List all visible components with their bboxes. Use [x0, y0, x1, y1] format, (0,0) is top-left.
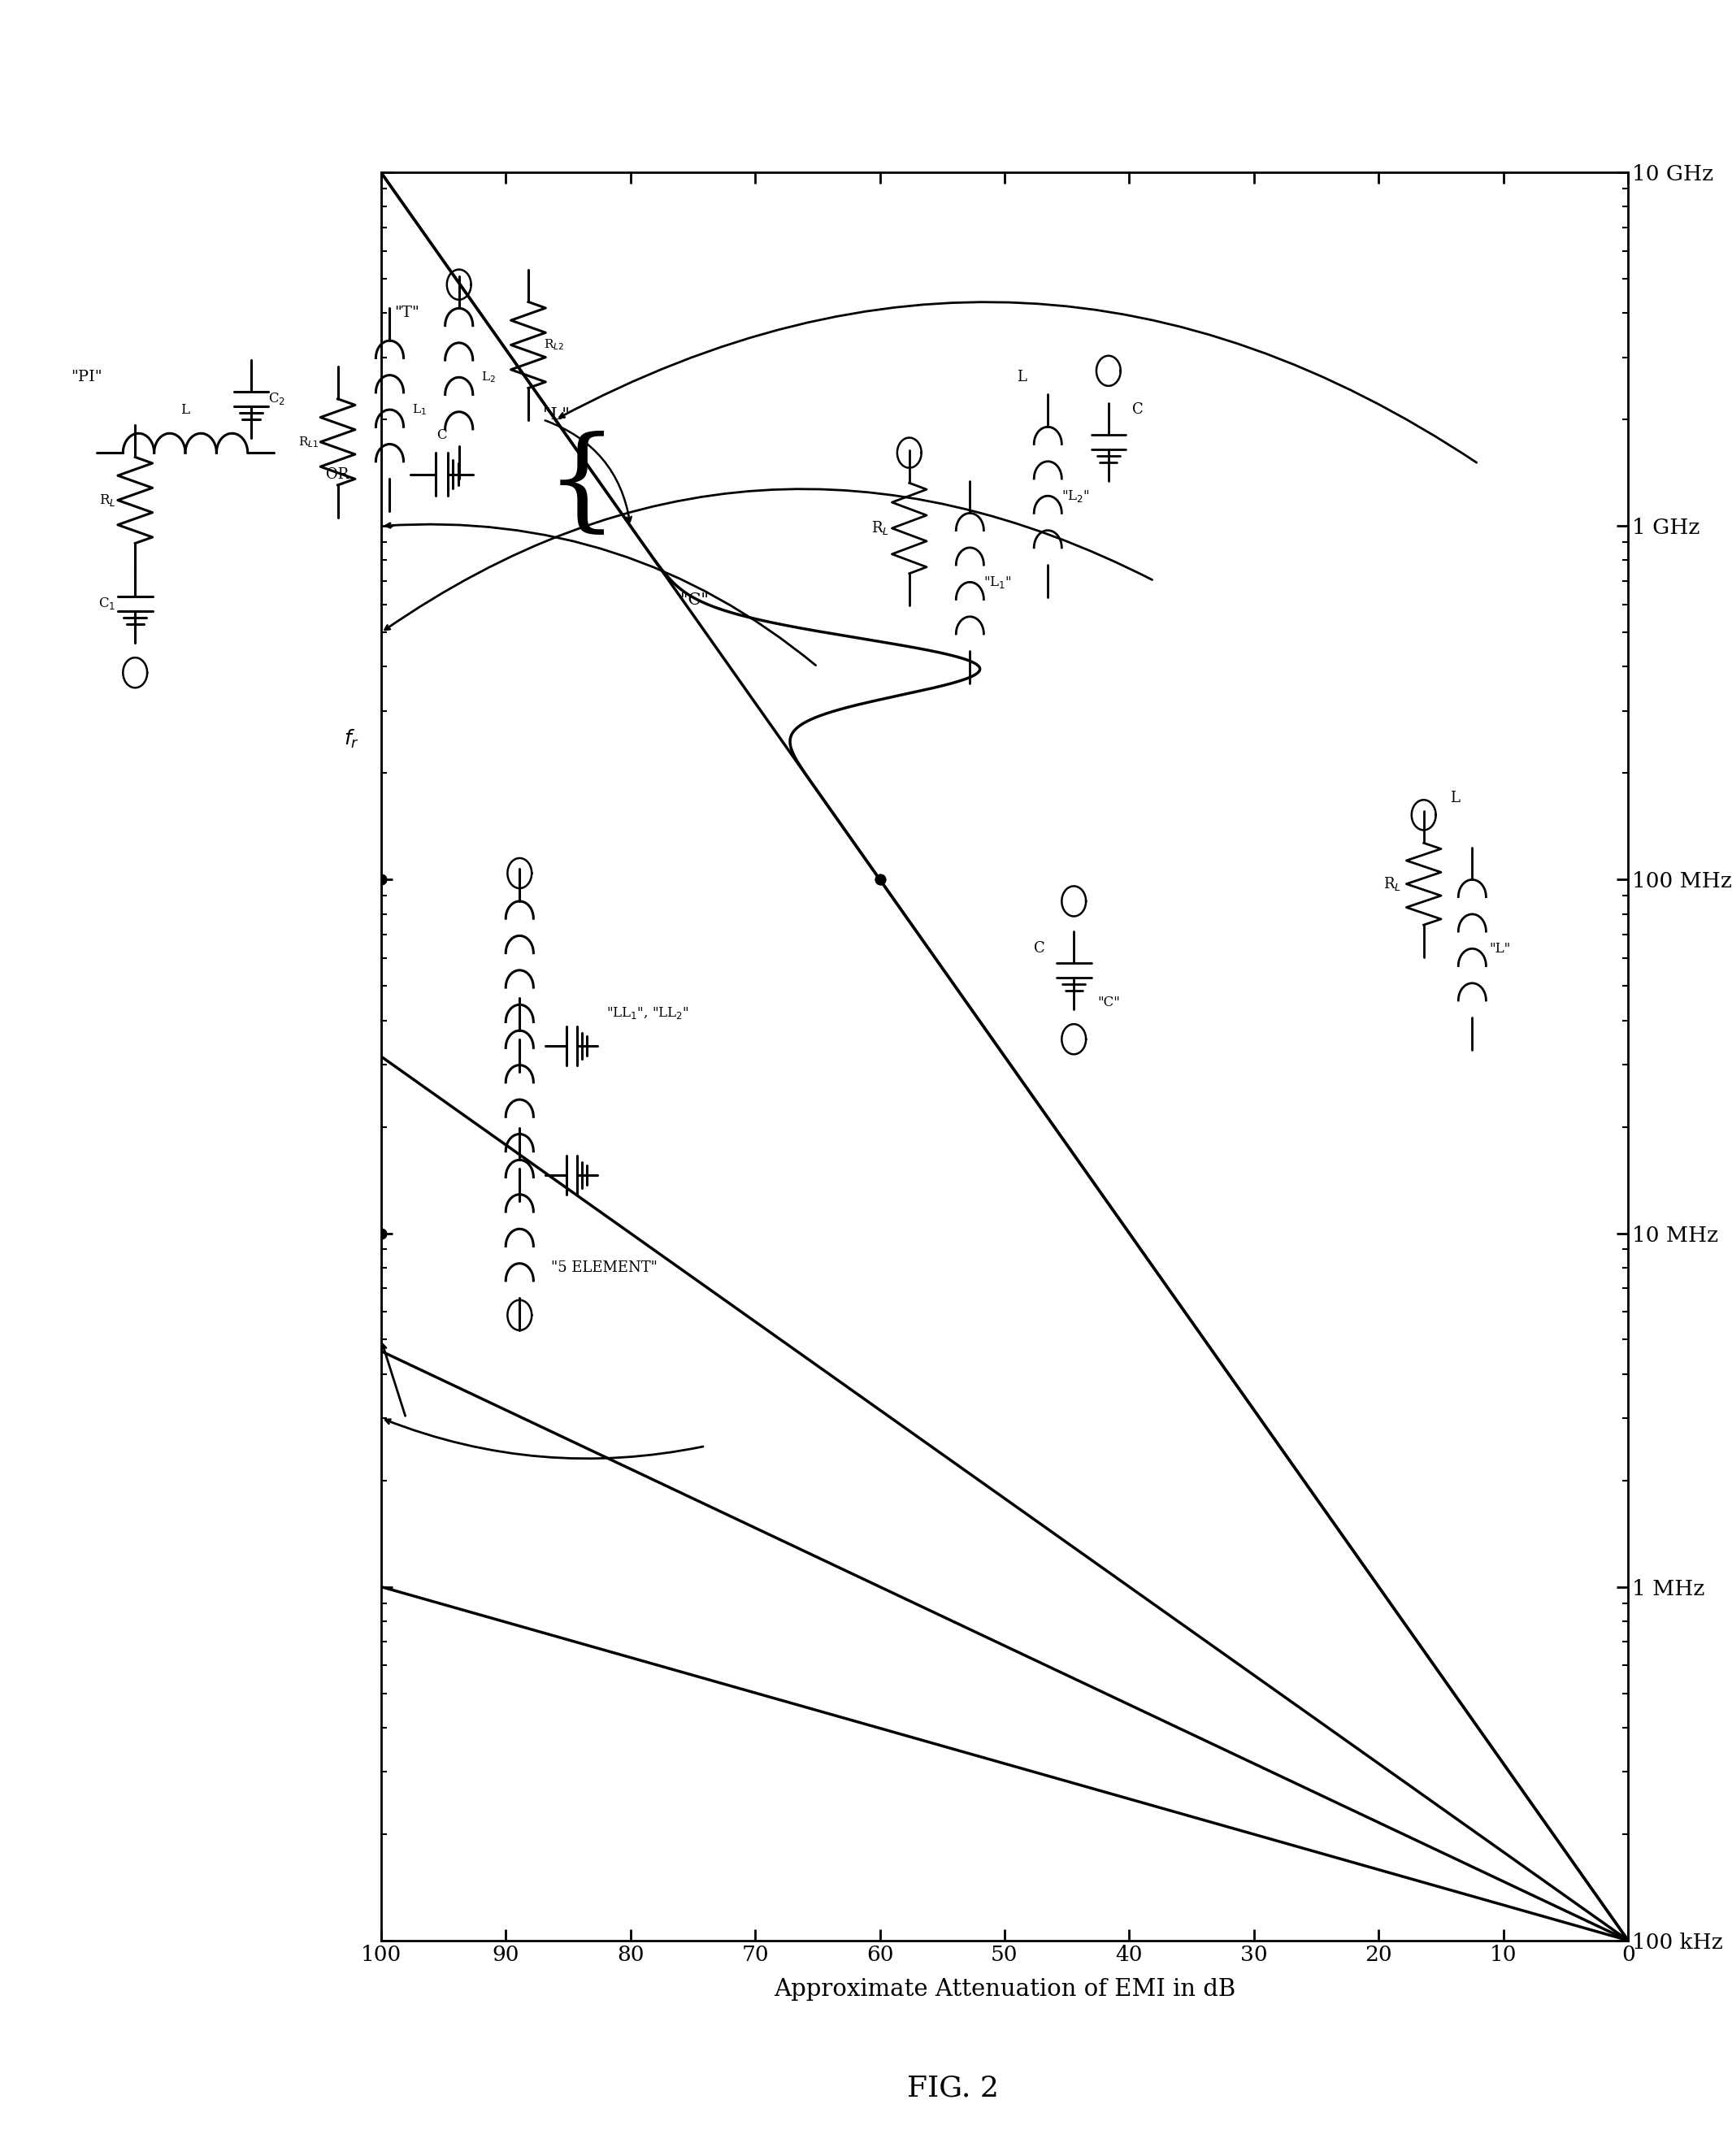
Text: L: L	[180, 403, 191, 416]
Text: R$_L$: R$_L$	[99, 492, 116, 509]
Text: R$_{L1}$: R$_{L1}$	[298, 436, 319, 448]
Text: C$_1$: C$_1$	[99, 595, 116, 612]
Text: L$_1$: L$_1$	[412, 403, 426, 416]
Text: C: C	[1034, 942, 1044, 955]
Text: L$_2$: L$_2$	[481, 371, 495, 384]
Text: C: C	[436, 429, 447, 442]
X-axis label: Approximate Attenuation of EMI in dB: Approximate Attenuation of EMI in dB	[774, 1979, 1235, 2001]
Text: "C": "C"	[1096, 996, 1121, 1009]
Text: "L": "L"	[1490, 942, 1510, 955]
Text: L: L	[1017, 371, 1027, 384]
Text: C: C	[1133, 403, 1143, 416]
Text: OR: OR	[326, 468, 350, 481]
Text: R$_{L2}$: R$_{L2}$	[544, 338, 565, 351]
Text: "LL$_1$", "LL$_2$": "LL$_1$", "LL$_2$"	[606, 1005, 689, 1022]
Text: "5 ELEMENT": "5 ELEMENT"	[551, 1261, 656, 1274]
Text: "L$_2$": "L$_2$"	[1062, 487, 1089, 505]
Text: "L": "L"	[542, 407, 570, 423]
Text: "T": "T"	[395, 306, 419, 319]
Text: FIG. 2: FIG. 2	[908, 2074, 998, 2102]
Text: L: L	[1450, 791, 1460, 804]
Text: R$_L$: R$_L$	[871, 520, 889, 537]
Text: "C": "C"	[681, 593, 708, 608]
Text: R$_L$: R$_L$	[1384, 875, 1401, 893]
Text: C$_2$: C$_2$	[268, 390, 286, 407]
Text: $f_r$: $f_r$	[343, 729, 359, 750]
Text: "PI": "PI"	[71, 371, 102, 384]
Text: "L$_1$": "L$_1$"	[984, 573, 1011, 591]
Text: {: {	[546, 431, 617, 539]
